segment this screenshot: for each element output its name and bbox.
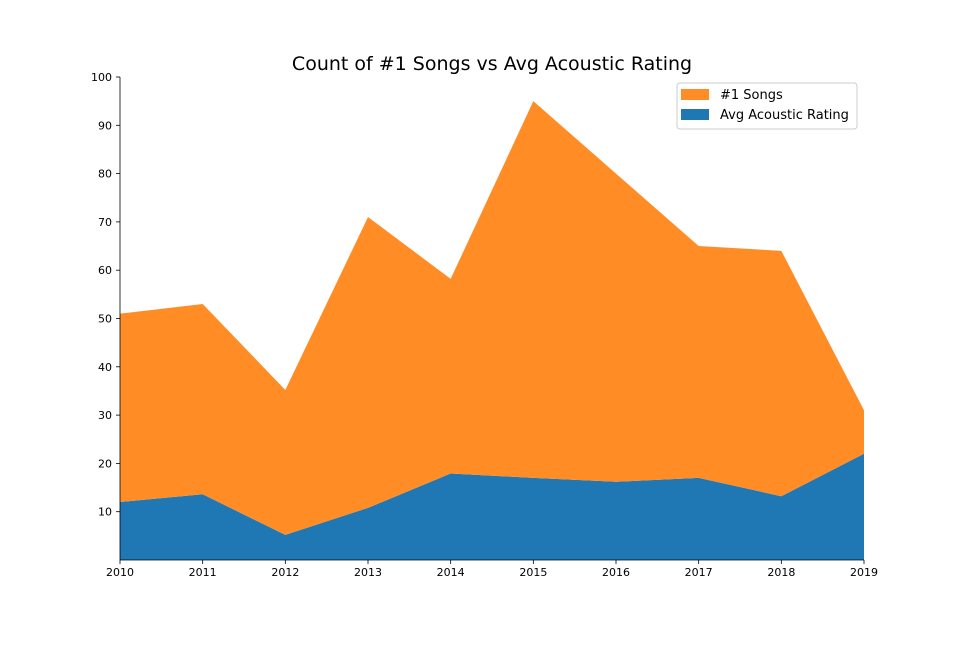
area-series-group xyxy=(120,101,864,560)
legend-swatch xyxy=(681,109,709,120)
x-tick-label: 2017 xyxy=(685,566,713,579)
y-tick-label: 80 xyxy=(98,168,112,181)
y-tick-label: 20 xyxy=(98,457,112,470)
x-tick-label: 2010 xyxy=(106,566,134,579)
legend: #1 Songs Avg Acoustic Rating xyxy=(676,82,858,130)
chart-title: Count of #1 Songs vs Avg Acoustic Rating xyxy=(292,53,692,75)
x-tick-label: 2018 xyxy=(767,566,795,579)
x-tick-label: 2015 xyxy=(519,566,547,579)
legend-box xyxy=(676,82,858,130)
area-series-0 xyxy=(120,453,864,560)
x-tick-label: 2013 xyxy=(354,566,382,579)
x-tick-label: 2011 xyxy=(189,566,217,579)
x-tick-label: 2012 xyxy=(271,566,299,579)
x-tick-label: 2019 xyxy=(850,566,878,579)
x-tick-label: 2014 xyxy=(437,566,465,579)
legend-swatch xyxy=(681,89,709,100)
x-tick-label: 2016 xyxy=(602,566,630,579)
area-series-1 xyxy=(120,101,864,535)
y-tick-label: 90 xyxy=(98,119,112,132)
y-tick-label: 30 xyxy=(98,409,112,422)
y-tick-label: 60 xyxy=(98,264,112,277)
y-tick-label: 40 xyxy=(98,361,112,374)
y-tick-label: 10 xyxy=(98,506,112,519)
legend-label: #1 Songs xyxy=(720,88,783,103)
y-tick-label: 50 xyxy=(98,313,112,326)
axes-group: 2010 2011 2012 2013 2014 2015 2016 2017 2018 2019… xyxy=(91,71,878,579)
legend-label: Avg Acoustic Rating xyxy=(720,108,849,123)
y-tick-label: 100 xyxy=(91,71,112,84)
y-tick-label: 70 xyxy=(98,216,112,229)
